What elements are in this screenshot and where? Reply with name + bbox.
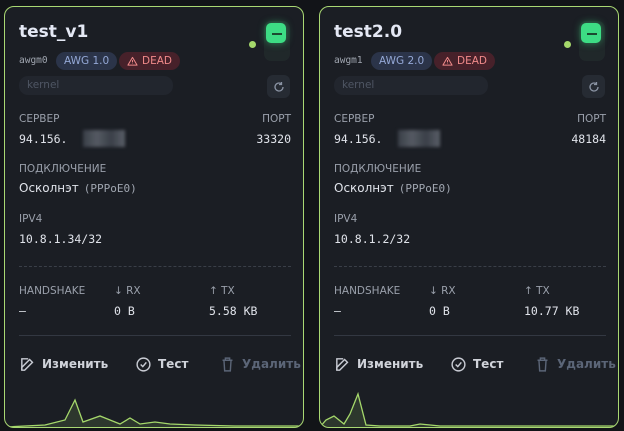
ipv4-value: 10.8.1.34/32 [19, 232, 103, 246]
protocol-badge: AWG 2.0 [371, 52, 433, 70]
warning-icon [442, 56, 453, 66]
refresh-button[interactable] [582, 75, 605, 98]
test-button[interactable]: Тест [450, 353, 503, 375]
edit-button[interactable]: Изменить [19, 353, 108, 375]
delete-button[interactable]: Удалить [219, 353, 301, 375]
port-value: 33320 [256, 132, 291, 146]
tx-label: ↑ TX [524, 285, 550, 297]
button-text: Изменить [357, 357, 424, 371]
server-address: 94.156. [19, 132, 68, 146]
tx-label: ↑ TX [209, 285, 235, 297]
server-label: СЕРВЕР [334, 113, 375, 125]
button-icon [222, 356, 233, 372]
engine-input[interactable]: kernel [19, 76, 173, 95]
divider [19, 266, 291, 267]
toggle-switch[interactable] [579, 21, 605, 61]
rx-value: 0 B [429, 304, 450, 318]
status-dot [564, 41, 571, 48]
rx-label: ↓ RX [429, 285, 456, 297]
status-dot [249, 41, 256, 48]
button-text: Тест [158, 357, 189, 371]
handshake-value: – [334, 304, 341, 318]
handshake-label: HANDSHAKE [334, 285, 401, 297]
edit-button[interactable]: Изменить [334, 353, 423, 375]
status-badge: DEAD [119, 52, 180, 70]
refresh-button[interactable] [267, 75, 290, 98]
toggle-switch[interactable] [264, 21, 290, 61]
server-card: test2.0 awgm1 AWG 2.0 DEAD kernel СЕРВЕР 94.15… [319, 6, 619, 428]
handshake-label: HANDSHAKE [19, 285, 86, 297]
port-label: ПОРТ [577, 113, 606, 125]
server-title: test_v1 [19, 22, 89, 42]
divider [334, 335, 606, 336]
rx-value: 0 B [114, 304, 135, 318]
connection-interface: (PPPoE0) [83, 182, 137, 195]
server-title: test2.0 [334, 22, 403, 42]
port-value: 48184 [571, 132, 606, 146]
divider [334, 266, 606, 267]
button-text: Тест [473, 357, 504, 371]
test-button[interactable]: Тест [135, 353, 188, 375]
connection-interface: (PPPoE0) [398, 182, 452, 195]
server-address: 94.156. [334, 132, 383, 146]
connection-label: ПОДКЛЮЧЕНИЕ [19, 163, 107, 175]
connection-name: Осколнэт [19, 181, 79, 195]
toggle-knob-mark [272, 33, 282, 35]
redacted-ip [398, 130, 440, 147]
interface-name: awgm1 [334, 55, 363, 66]
connection-label: ПОДКЛЮЧЕНИЕ [334, 163, 422, 175]
engine-input[interactable]: kernel [334, 76, 488, 95]
server-card: test_v1 awgm0 AWG 1.0 DEAD kernel СЕРВЕР 94.15… [4, 6, 304, 428]
status-badge: DEAD [434, 52, 495, 70]
interface-name: awgm0 [19, 55, 48, 66]
redacted-ip [83, 130, 125, 147]
refresh-icon [588, 81, 599, 92]
tx-value: 5.58 KB [209, 304, 258, 318]
ipv4-label: IPV4 [334, 213, 358, 225]
connection-value: Осколнэт (PPPoE0) [19, 181, 137, 195]
button-text: Удалить [242, 357, 301, 371]
connection-value: Осколнэт (PPPoE0) [334, 181, 452, 195]
traffic-sparkline [320, 391, 618, 427]
port-label: ПОРТ [262, 113, 291, 125]
tx-value: 10.77 KB [524, 304, 580, 318]
button-icon [336, 357, 349, 371]
server-label: СЕРВЕР [19, 113, 60, 125]
refresh-icon [273, 81, 284, 92]
button-icon [136, 356, 151, 372]
protocol-badge: AWG 1.0 [56, 52, 118, 70]
ipv4-value: 10.8.1.2/32 [334, 232, 411, 246]
button-icon [451, 356, 466, 372]
delete-button[interactable]: Удалить [534, 353, 616, 375]
ipv4-label: IPV4 [19, 213, 43, 225]
button-text: Удалить [557, 357, 616, 371]
button-text: Изменить [42, 357, 109, 371]
traffic-sparkline [5, 398, 303, 427]
warning-icon [127, 56, 138, 66]
handshake-value: – [19, 304, 26, 318]
status-text: DEAD [142, 55, 172, 67]
button-icon [537, 356, 548, 372]
toggle-knob-mark [587, 33, 597, 35]
divider [19, 335, 291, 336]
connection-name: Осколнэт [334, 181, 394, 195]
button-icon [21, 357, 34, 371]
rx-label: ↓ RX [114, 285, 141, 297]
status-text: DEAD [457, 55, 487, 67]
